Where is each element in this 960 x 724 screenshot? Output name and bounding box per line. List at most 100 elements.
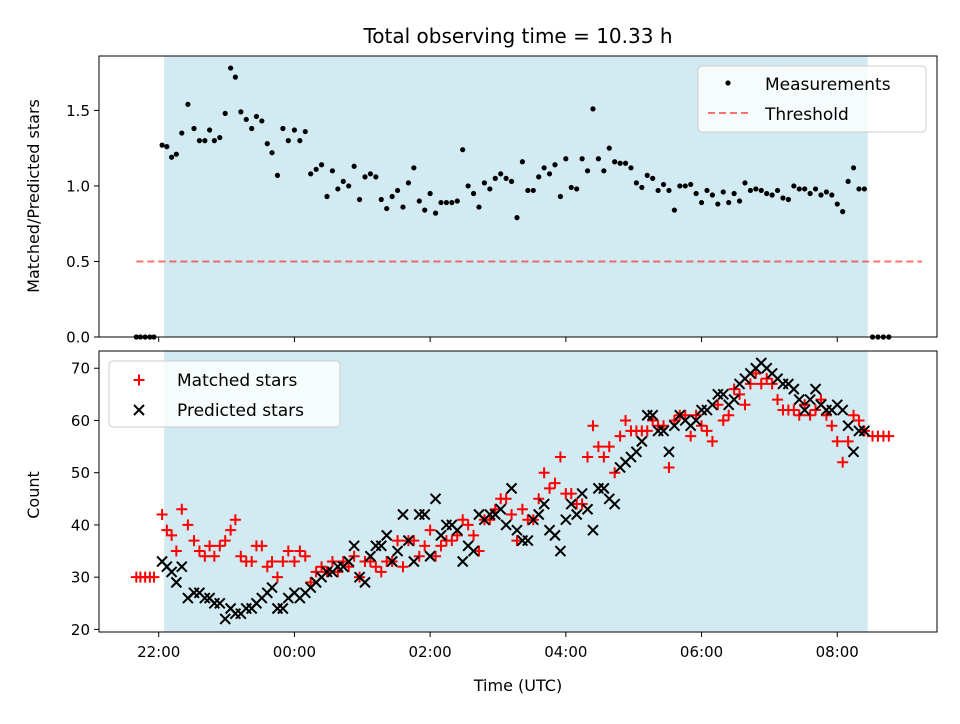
predicted-star-point [391, 545, 404, 557]
predicted-star-point [364, 550, 377, 562]
predicted-star-point [418, 508, 431, 521]
measurement-point [671, 207, 678, 213]
predicted-star-point [858, 425, 871, 437]
matched-star-point [473, 545, 485, 557]
measurement-point [834, 201, 840, 207]
chart-title: Total observing time = 10.33 h [362, 24, 672, 48]
measurement-point [693, 190, 699, 197]
matched-star-point [332, 566, 344, 578]
measurement-point [249, 125, 255, 132]
matched-star-point [214, 540, 226, 552]
measurement-point [384, 205, 390, 212]
predicted-star-point [636, 435, 648, 448]
matched-star-point [544, 482, 556, 494]
predicted-star-point [219, 613, 231, 625]
measurement-point [650, 175, 656, 181]
measurement-point [411, 165, 417, 171]
matched-star-point [294, 545, 306, 557]
predicted-star-point [511, 524, 523, 536]
matched-star-point [161, 524, 173, 536]
matched-star-point [506, 508, 518, 520]
measurement-point [308, 171, 314, 177]
measurement-point [579, 156, 585, 162]
predicted-star-point [804, 393, 816, 406]
axes-frame [98, 55, 938, 338]
predicted-star-point [451, 524, 463, 536]
matched-star-point [842, 435, 854, 447]
measurement-point [660, 181, 667, 188]
predicted-star-point [788, 383, 800, 395]
matched-star-point [408, 535, 420, 547]
matched-star-point [457, 514, 469, 526]
matched-star-point [282, 545, 294, 557]
predicted-star-point [630, 446, 643, 458]
measurement-point [541, 165, 547, 171]
matched-star-point [848, 409, 860, 421]
matched-star-point [208, 550, 220, 562]
measurement-point [688, 181, 694, 188]
matched-star-point [734, 388, 746, 400]
matched-star-point [603, 441, 615, 453]
measurement-point [715, 201, 721, 207]
measurement-point [476, 204, 482, 210]
matched-star-point [219, 535, 231, 547]
matched-star-point [424, 524, 436, 536]
matched-star-point [793, 409, 805, 421]
measurement-point [682, 183, 688, 189]
measurement-point [666, 187, 672, 194]
matched-star-point [826, 420, 838, 432]
matched-star-point [182, 519, 194, 531]
matched-star-point [451, 529, 463, 541]
matched-star-point [820, 409, 832, 421]
matched-star-point [468, 529, 480, 541]
predicted-star-point [565, 498, 577, 510]
measurement-point [622, 160, 629, 166]
measurement-point [259, 118, 265, 124]
measurement-point [536, 174, 542, 180]
matched-star-point [685, 430, 697, 442]
measurement-point [720, 189, 726, 195]
predicted-star-point [402, 534, 415, 547]
measurement-point [769, 192, 775, 198]
predicted-star-point [266, 581, 278, 594]
predicted-star-point [342, 555, 355, 568]
measurement-point [525, 187, 531, 194]
measurement-point [422, 207, 428, 213]
x-tick-label: 06:00 [680, 643, 723, 661]
measurement-point [432, 210, 439, 216]
predicted-star-point [598, 482, 610, 495]
measurement-point [179, 130, 185, 136]
matched-star-point [706, 435, 718, 447]
legend: Matched stars Predicted stars [108, 360, 341, 428]
matched-star-point [235, 550, 247, 562]
measurement-point [164, 144, 170, 150]
measurement-point [438, 199, 444, 206]
measurement-point [774, 187, 781, 194]
measurement-point [427, 190, 433, 197]
predicted-star-point [608, 498, 621, 510]
x-tick-label: 00:00 [273, 643, 316, 661]
matched-star-point [717, 414, 729, 426]
measurement-point [222, 110, 228, 117]
legend-marker-matched [133, 374, 145, 386]
matched-star-point [549, 477, 561, 489]
measurement-point [378, 196, 384, 203]
predicted-star-point [554, 545, 567, 557]
measurement-point [487, 186, 493, 192]
matched-star-point [462, 519, 474, 531]
predicted-star-point [576, 487, 588, 500]
measurement-point [709, 192, 716, 198]
matched-star-point [288, 555, 300, 567]
matched-star-point [193, 545, 205, 557]
matched-star-point [229, 514, 241, 526]
matched-star-point [370, 561, 382, 573]
y-tick-label: 50 [71, 464, 90, 482]
measurement-point [169, 154, 175, 160]
matched-star-point [788, 404, 800, 416]
measurement-point [362, 174, 368, 180]
measurement-point [601, 168, 607, 174]
matched-star-point [419, 540, 431, 552]
measurement-point [470, 190, 477, 197]
measurement-point [498, 171, 504, 177]
